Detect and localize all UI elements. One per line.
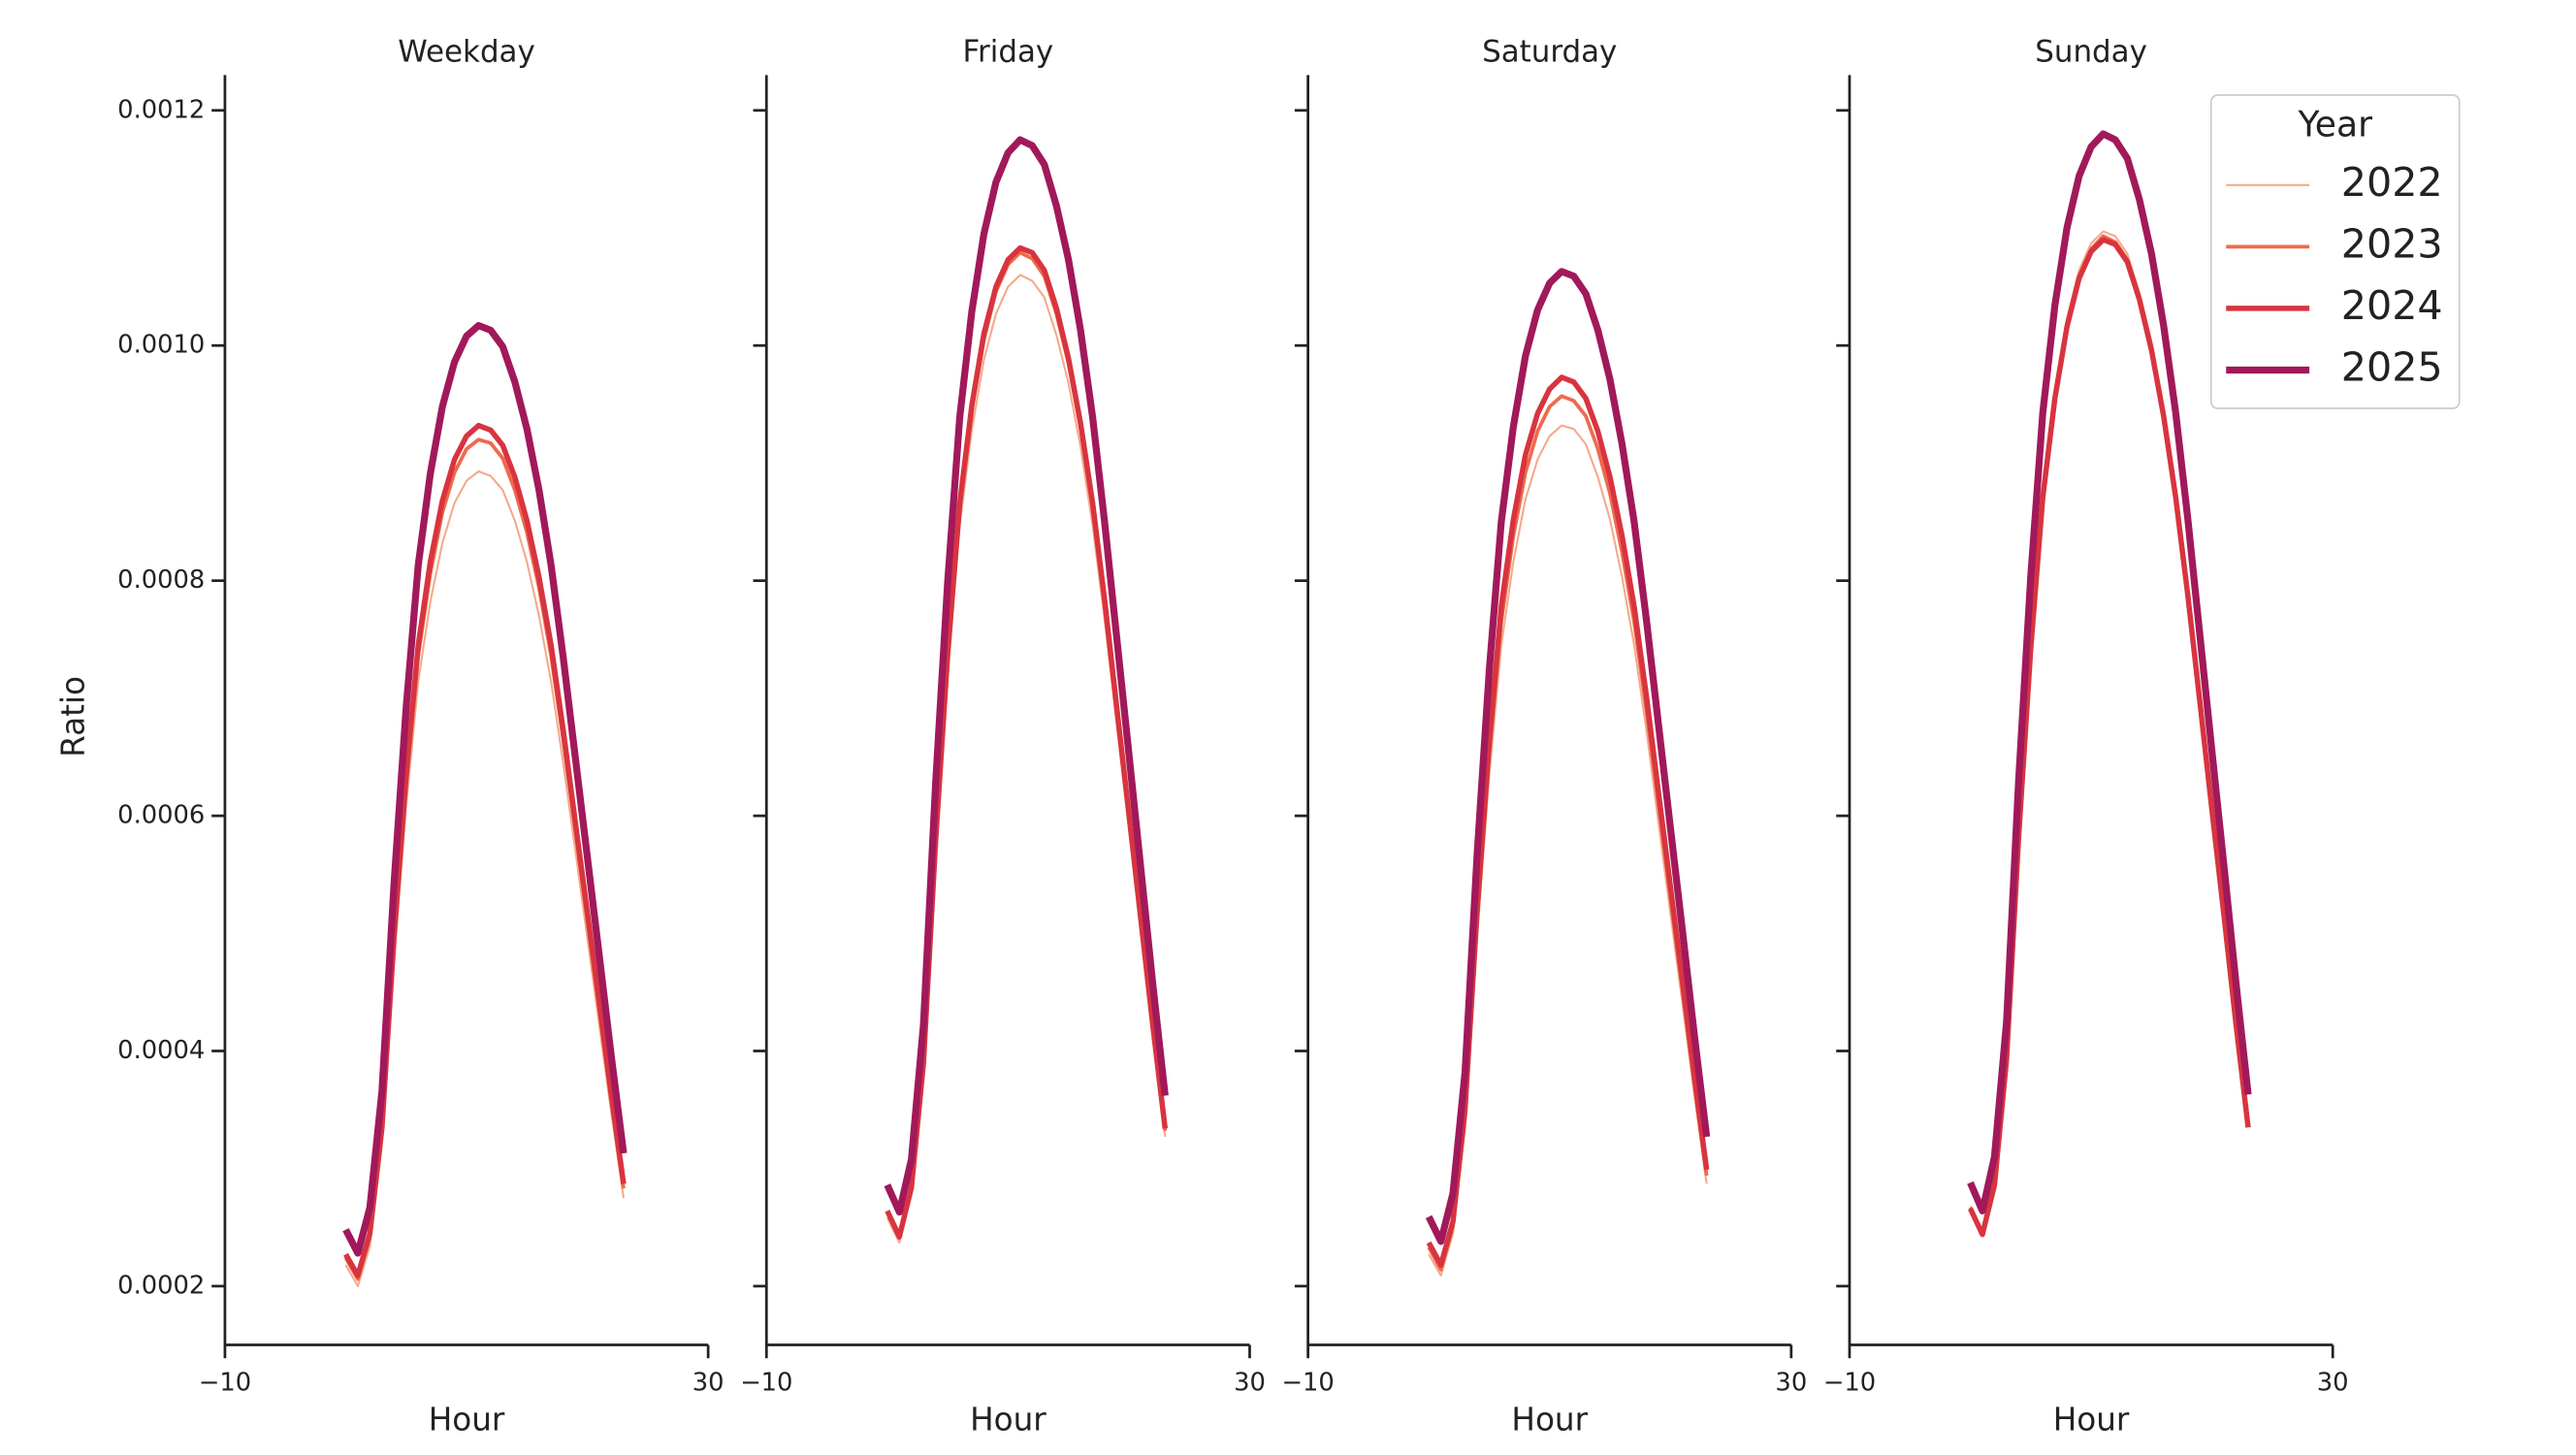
x-axis-label: Hour: [1511, 1402, 1588, 1439]
x-axis-label: Hour: [970, 1402, 1046, 1439]
legend-label: 2025: [2341, 343, 2443, 390]
y-tick-label: 0.0012: [117, 95, 205, 124]
panel-title: Sunday: [2035, 35, 2147, 70]
x-tick-label: −10: [1823, 1369, 1876, 1398]
series-line: [1968, 237, 2251, 1238]
series-line: [1426, 374, 1710, 1268]
series-line: [885, 244, 1169, 1240]
x-axis-label: Hour: [2053, 1402, 2130, 1439]
x-tick-label: 30: [1234, 1369, 1266, 1398]
series-line: [1425, 268, 1711, 1245]
panel-title: Friday: [963, 35, 1054, 70]
panel-title: Weekday: [398, 35, 535, 70]
y-axis-label: Ratio: [54, 676, 91, 758]
legend-box: [2209, 94, 2461, 409]
series-line: [1968, 234, 2250, 1237]
series-line: [1967, 130, 2252, 1214]
y-tick-label: 0.0006: [117, 801, 205, 830]
x-tick-label: 30: [1775, 1369, 1807, 1398]
legend-label: 2023: [2341, 220, 2443, 267]
legend-label: 2022: [2341, 159, 2443, 206]
legend-label: 2024: [2341, 282, 2443, 329]
y-tick-label: 0.0010: [117, 331, 205, 360]
y-tick-label: 0.0004: [117, 1036, 205, 1065]
series-line: [342, 321, 628, 1257]
y-tick-label: 0.0002: [117, 1271, 205, 1300]
legend-title: Year: [2298, 105, 2373, 146]
x-tick-label: −10: [740, 1369, 792, 1398]
x-tick-label: 30: [2317, 1369, 2349, 1398]
panel-title: Saturday: [1482, 35, 1617, 70]
y-tick-label: 0.0008: [117, 566, 205, 595]
x-tick-label: 30: [692, 1369, 724, 1398]
series-line: [884, 136, 1169, 1216]
x-tick-label: −10: [1281, 1369, 1334, 1398]
x-axis-label: Hour: [429, 1402, 505, 1439]
x-tick-label: −10: [199, 1369, 251, 1398]
series-line: [343, 422, 627, 1278]
